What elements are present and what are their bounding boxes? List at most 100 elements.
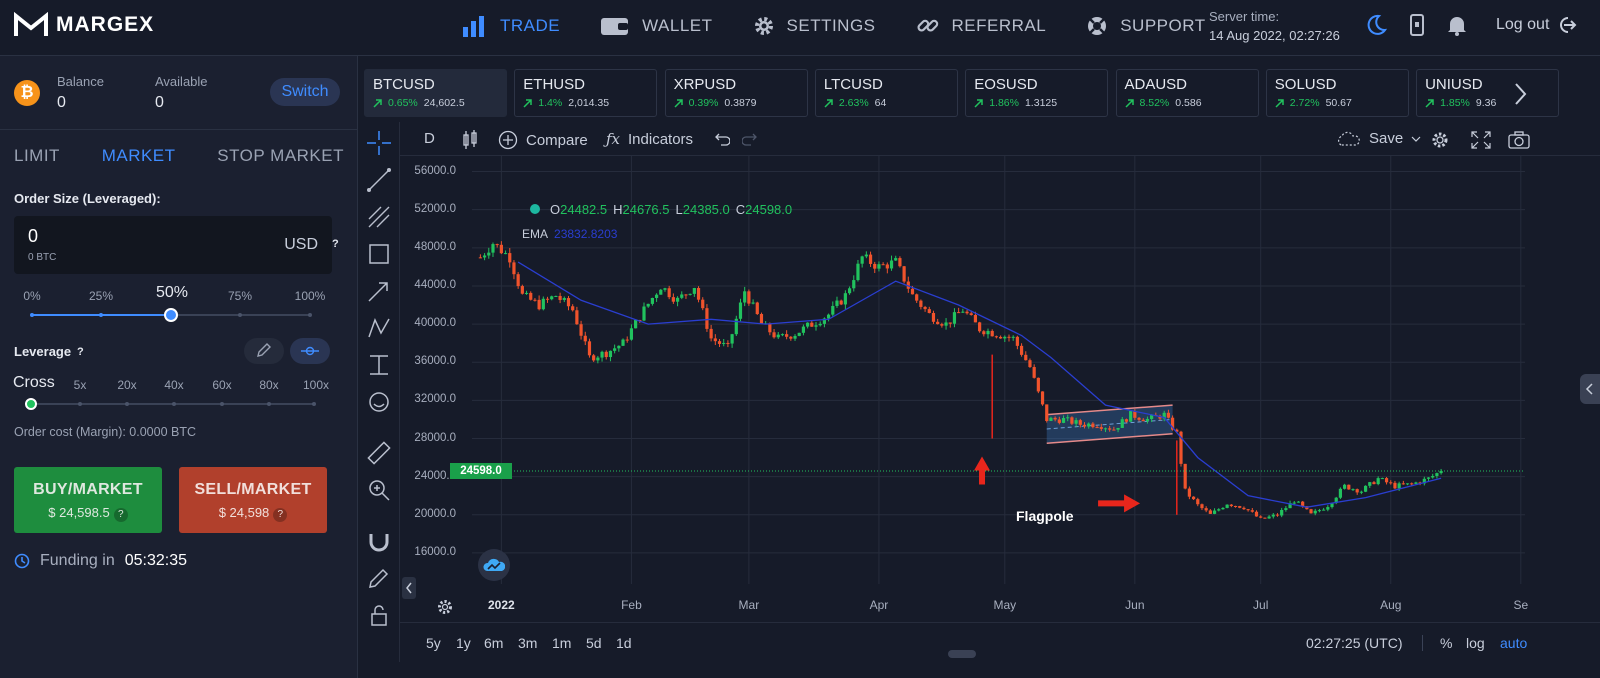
trend-line-tool[interactable] [366, 167, 392, 193]
pane-resize-handle[interactable] [948, 650, 976, 658]
fib-tool[interactable] [366, 204, 392, 230]
chart-settings-button[interactable] [1430, 130, 1450, 150]
leverage-option[interactable]: 60x [212, 378, 232, 392]
ema-legend[interactable]: EMA 23832.8203 [522, 227, 617, 241]
screenshot-button[interactable] [1508, 130, 1530, 150]
nav-trade[interactable]: TRADE [462, 15, 560, 37]
ticker-ltcusd[interactable]: LTCUSD 2.63% 64 [814, 69, 958, 117]
leverage-help-icon[interactable]: ? [77, 346, 84, 358]
ticker-solusd[interactable]: SOLUSD 2.72% 50.67 [1265, 69, 1409, 117]
mobile-icon[interactable] [1409, 14, 1425, 36]
nav-support[interactable]: SUPPORT [1086, 15, 1205, 37]
icons-tool[interactable] [366, 389, 392, 415]
size-slider-tick[interactable] [308, 313, 312, 317]
compare-button[interactable]: Compare [498, 130, 588, 150]
switch-button[interactable]: Switch [270, 78, 340, 106]
prediction-tool[interactable] [366, 352, 392, 378]
size-slider-label: 0% [23, 289, 41, 303]
ticker-symbol: XRPUSD [673, 76, 737, 93]
lock-drawings-tool[interactable] [366, 565, 392, 591]
candle-body [646, 303, 650, 307]
size-slider-tick[interactable] [30, 313, 34, 317]
leverage-tick[interactable] [78, 402, 82, 406]
chart-type-button[interactable] [462, 130, 478, 150]
zoom-tool[interactable] [366, 477, 392, 503]
size-slider-tick[interactable] [99, 313, 103, 317]
candle-body [1317, 510, 1322, 512]
ruler-tool[interactable] [366, 440, 392, 466]
bell-icon[interactable] [1447, 14, 1467, 36]
ticker-adausd[interactable]: ADAUSD 8.52% 0.586 [1115, 69, 1259, 117]
nav-referral[interactable]: REFERRAL [916, 15, 1047, 37]
candlestick-chart[interactable] [400, 156, 1525, 584]
size-slider-handle[interactable] [164, 308, 178, 322]
leverage-option[interactable]: 80x [259, 378, 279, 392]
leverage-option[interactable]: 20x [117, 378, 137, 392]
range-1y[interactable]: 1y [456, 635, 471, 651]
rectangle-tool[interactable] [366, 241, 392, 267]
chart-watermark-logo[interactable] [478, 549, 510, 581]
log-toggle[interactable]: log [1466, 635, 1485, 651]
order-size-input[interactable]: 0 0 BTC USD [14, 216, 332, 274]
brand-logo[interactable]: MARGEX [14, 12, 154, 38]
leverage-option[interactable]: 40x [164, 378, 184, 392]
crosshair-tool[interactable] [366, 130, 392, 156]
order-size-help-icon[interactable]: ? [332, 238, 339, 250]
percent-toggle[interactable]: % [1440, 635, 1453, 651]
auto-toggle[interactable]: auto [1500, 635, 1528, 651]
undo-button[interactable] [712, 130, 730, 148]
leverage-tick[interactable] [172, 402, 176, 406]
nav-settings[interactable]: SETTINGS [753, 15, 876, 37]
size-slider-tick[interactable] [238, 313, 242, 317]
price-plot[interactable]: 56000.0 52000.0 48000.0 44000.0 40000.0 36000… [400, 156, 1600, 612]
range-6m[interactable]: 6m [484, 635, 504, 651]
candle-body [1091, 423, 1095, 428]
range-5y[interactable]: 5y [426, 635, 441, 651]
ticker-next-button[interactable] [1500, 70, 1540, 118]
leverage-tick[interactable] [220, 402, 224, 406]
tab-limit[interactable]: LIMIT [14, 146, 60, 165]
buy-help-icon[interactable]: ? [113, 508, 128, 522]
ticker-eosusd[interactable]: EOSUSD 1.86% 1.3125 [965, 69, 1109, 117]
range-1d[interactable]: 1d [616, 635, 632, 651]
sell-help-icon[interactable]: ? [273, 508, 288, 522]
range-5d[interactable]: 5d [586, 635, 602, 651]
candle-body [1292, 502, 1296, 504]
ticker-xrpusd[interactable]: XRPUSD 0.39% 0.3879 [664, 69, 808, 117]
toolbar-collapse-button[interactable] [402, 577, 416, 599]
fullscreen-button[interactable] [1470, 130, 1492, 150]
sell-market-button[interactable]: SELL/MARKET $ 24,598? [179, 467, 327, 533]
leverage-tick[interactable] [125, 402, 129, 406]
unlock-tool[interactable] [366, 602, 392, 628]
pattern-tool[interactable] [366, 315, 392, 341]
ticker-ethusd[interactable]: ETHUSD 1.4% 2,014.35 [514, 69, 658, 117]
buy-market-button[interactable]: BUY/MARKET $ 24,598.5? [14, 467, 162, 533]
leverage-option[interactable]: 5x [73, 378, 87, 392]
time-axis-settings-button[interactable] [436, 598, 454, 621]
side-panel-handle[interactable] [1580, 374, 1600, 404]
arrow-tool[interactable] [366, 278, 392, 304]
leverage-tick[interactable] [312, 402, 316, 406]
leverage-slider-mode-button[interactable] [290, 338, 330, 364]
logout-button[interactable]: Log out [1496, 16, 1577, 34]
ticker-uniusd[interactable]: UNIUSD 1.85% 9.36 [1416, 69, 1560, 117]
candle-body [562, 298, 566, 300]
leverage-slider-handle[interactable] [25, 398, 37, 410]
tab-stop-market[interactable]: STOP MARKET [217, 146, 344, 165]
ticker-btcusd[interactable]: BTCUSD 0.65% 24,602.5 [364, 69, 507, 117]
interval-button[interactable]: D [424, 130, 435, 147]
indicators-button[interactable]: ƒx Indicators [606, 130, 693, 148]
range-3m[interactable]: 3m [518, 635, 538, 651]
nav-wallet[interactable]: WALLET [600, 15, 712, 37]
order-size-currency[interactable]: USD [284, 236, 318, 253]
redo-button[interactable] [742, 130, 760, 148]
tab-market[interactable]: MARKET [101, 146, 176, 165]
leverage-tick[interactable] [267, 402, 271, 406]
leverage-option[interactable]: 100x [302, 378, 330, 392]
save-button[interactable]: Save [1335, 130, 1421, 147]
moon-icon[interactable] [1365, 14, 1387, 36]
magnet-tool[interactable] [366, 528, 392, 554]
range-1m[interactable]: 1m [552, 635, 572, 651]
leverage-edit-button[interactable] [244, 338, 284, 364]
utc-clock[interactable]: 02:27:25 (UTC) [1306, 635, 1403, 651]
